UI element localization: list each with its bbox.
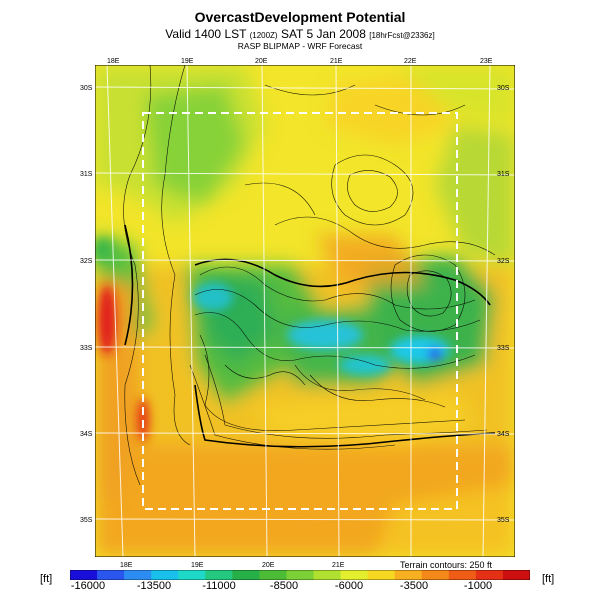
colorbar-swatch <box>448 570 477 580</box>
lon-bottom-19e: 19E <box>191 562 204 569</box>
colorbar-swatch <box>178 570 206 580</box>
colorbar-unit-left: [ft] <box>40 573 53 585</box>
lon-top-22e: 22E <box>404 58 417 65</box>
forecast-run: [18hrFcst@2336z] <box>369 31 435 40</box>
colorbar-swatch <box>124 570 152 580</box>
lat-left-35s: 35S <box>80 517 93 524</box>
inner-domain-box <box>142 112 458 510</box>
colorbar <box>70 570 530 580</box>
lon-bottom-18e: 18E <box>120 562 133 569</box>
colorbar-swatch <box>475 570 504 580</box>
colorbar-label: -11000 <box>202 580 236 592</box>
colorbar-swatch <box>367 570 396 580</box>
colorbar-swatch <box>340 570 369 580</box>
lat-left-30s: 30S <box>80 85 93 92</box>
colorbar-swatch <box>232 570 260 580</box>
heavy-contours <box>124 224 496 448</box>
lon-top-23e: 23E <box>480 58 493 65</box>
colorbar-swatch <box>205 570 233 580</box>
lat-right-33s: 33S <box>497 345 510 352</box>
lat-left-32s: 32S <box>80 258 93 265</box>
lon-bottom-21e: 21E <box>332 562 345 569</box>
valid-utc: (1200Z) <box>249 31 278 40</box>
colorbar-swatch <box>394 570 423 580</box>
colorbar-unit-right: [ft] <box>542 573 555 585</box>
lat-left-31s: 31S <box>80 171 93 178</box>
lat-right-34s: 34S <box>497 431 510 438</box>
colorbar-swatch <box>421 570 450 580</box>
colorbar-swatch <box>259 570 287 580</box>
colorbar-swatch <box>502 570 530 580</box>
lon-top-19e: 19E <box>181 58 194 65</box>
lat-right-35s: 35S <box>497 517 510 524</box>
lat-left-34s: 34S <box>80 431 93 438</box>
colorbar-label: -1000 <box>463 580 493 592</box>
lat-right-31s: 31S <box>497 171 510 178</box>
lat-right-30s: 30S <box>497 85 510 92</box>
lat-left-33s: 33S <box>80 345 93 352</box>
lon-top-21e: 21E <box>330 58 343 65</box>
colorbar-swatch <box>313 570 342 580</box>
lon-top-20e: 20E <box>255 58 268 65</box>
lat-lon-grid <box>95 65 515 557</box>
map-title: OvercastDevelopment Potential <box>194 9 406 25</box>
forecast-map <box>95 65 515 557</box>
lat-right-32s: 32S <box>497 258 510 265</box>
colorbar-label: -3500 <box>399 580 429 592</box>
terrain-contours <box>123 65 496 486</box>
terrain-contour-note: Terrain contours: 250 ft <box>400 560 493 570</box>
lon-bottom-20e: 20E <box>262 562 275 569</box>
colorbar-swatch <box>286 570 315 580</box>
colorbar-label: -8500 <box>269 580 299 592</box>
colorbar-swatch <box>97 570 125 580</box>
valid-prefix: Valid 1400 LST <box>165 27 247 41</box>
map-subtitle: RASP BLIPMAP - WRF Forecast <box>237 41 363 51</box>
valid-time-line: Valid 1400 LST (1200Z) SAT 5 Jan 2008 [1… <box>0 27 600 41</box>
colorbar-label: -13500 <box>136 580 172 592</box>
colorbar-label: -16000 <box>70 580 106 592</box>
valid-date: SAT 5 Jan 2008 <box>280 27 366 41</box>
colorbar-swatch <box>151 570 179 580</box>
colorbar-label: -6000 <box>334 580 364 592</box>
colorbar-swatch <box>70 570 98 580</box>
lon-top-18e: 18E <box>107 58 120 65</box>
